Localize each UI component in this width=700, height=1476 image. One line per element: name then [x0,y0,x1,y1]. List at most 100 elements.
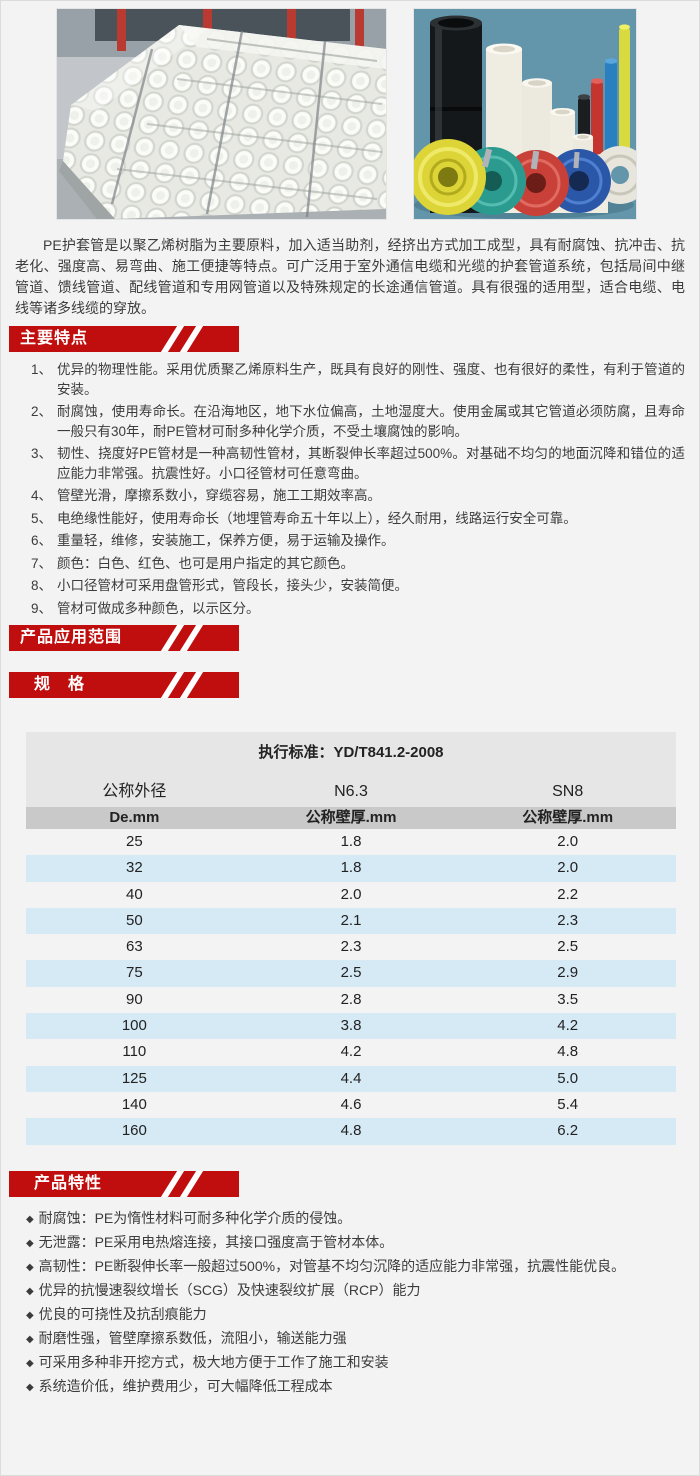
property-item: ◆ 耐磨性强，管壁摩擦系数低，流阻小，输送能力强 [26,1327,685,1351]
spec-subheader-row: De.mm 公称壁厚.mm 公称壁厚.mm [26,807,676,829]
feature-item: 6、 重量轻，维修，安装施工，保养方便，易于运输及操作。 [31,531,685,551]
spec-col-header-wall-sn8: 公称壁厚.mm [522,809,614,826]
property-item: ◆ 耐腐蚀：PE为惰性材料可耐多种化学介质的侵蚀。 [26,1207,685,1231]
spec-cell-sn8: 2.3 [557,911,579,929]
feature-item: 9、 管材可做成多种颜色，以示区分。 [31,599,685,619]
spec-table-row: 160 4.8 6.2 [26,1118,676,1145]
feature-number: 8、 [31,578,53,593]
white-pe-pipe-bundles-image [57,9,386,219]
feature-item: 5、 电绝缘性能好，使用寿命长（地埋管寿命五十年以上），经久耐用，线路运行安全可… [31,509,685,529]
feature-text: 耐腐蚀，使用寿命长。在沿海地区，地下水位偏高，土地湿度大。使用金属或其它管道必须… [57,404,685,439]
spec-table-header: 执行标准：YD/T841.2-2008 公称外径 N6.3 SN8 [26,732,676,807]
features-list: 1、 优异的物理性能。采用优质聚乙烯原料生产，既具有良好的刚性、强度、也有很好的… [31,360,685,618]
spec-cell-de: 75 [125,964,143,982]
feature-text: 优异的物理性能。采用优质聚乙烯原料生产，既具有良好的刚性、强度、也有很好的柔性，… [57,362,685,397]
feature-text: 小口径管材可采用盘管形式，管段长，接头少，安装简便。 [57,578,408,593]
spec-cell-n63: 2.5 [340,964,362,982]
feature-text: 颜色：白色、红色、也可是用户指定的其它颜色。 [57,555,354,571]
property-text: 优异的抗慢速裂纹增长（SCG）及快速裂纹扩展（RCP）能力 [38,1281,421,1298]
spec-table: 执行标准：YD/T841.2-2008 公称外径 N6.3 SN8 De.mm … [26,732,676,1145]
diamond-bullet-icon: ◆ [26,1333,34,1345]
diamond-bullet-icon: ◆ [26,1309,34,1321]
spec-col-group-sn8: SN8 [552,783,584,800]
section-title-properties: 产品特性 [34,1174,103,1192]
spec-table-row: 40 2.0 2.2 [26,882,676,908]
section-title-applications: 产品应用范围 [20,629,123,646]
feature-text: 韧性、挠度好PE管材是一种高韧性管材，其断裂伸长率超过500%。对基础不均匀的地… [57,446,685,481]
spec-cell-de: 160 [121,1122,147,1140]
property-item: ◆ 优良的可挠性及抗刮痕能力 [26,1303,685,1327]
section-title-features: 主要特点 [20,330,89,347]
feature-number: 4、 [31,488,53,503]
spec-cell-sn8: 3.5 [557,990,579,1008]
spec-cell-de: 90 [125,990,143,1008]
spec-col-header-de: De.mm [109,809,160,826]
spec-cell-sn8: 2.5 [557,938,579,956]
spec-cell-sn8: 2.9 [557,964,579,982]
diamond-bullet-icon: ◆ [26,1237,34,1249]
property-item: ◆ 可采用多种非开挖方式，极大地方便于工作了施工和安装 [26,1351,685,1375]
spec-cell-n63: 1.8 [340,833,362,850]
spec-cell-n63: 4.8 [340,1122,362,1140]
feature-item: 8、 小口径管材可采用盘管形式，管段长，接头少，安装简便。 [31,576,685,596]
spec-cell-sn8: 5.4 [557,1095,579,1113]
spec-cell-sn8: 2.0 [557,833,579,850]
spec-cell-n63: 4.2 [340,1043,362,1061]
spec-table-row: 110 4.2 4.8 [26,1039,676,1065]
spec-cell-sn8: 2.2 [557,885,579,903]
feature-number: 9、 [31,600,53,616]
spec-cell-de: 50 [125,911,143,929]
spec-table-row: 50 2.1 2.3 [26,907,676,935]
spec-table-row: 32 1.8 2.0 [26,855,676,882]
double-slash-icon [161,672,211,698]
spec-cell-de: 25 [125,833,143,850]
diamond-bullet-icon: ◆ [26,1381,34,1393]
diamond-bullet-icon: ◆ [26,1285,34,1297]
feature-item: 4、 管壁光滑，摩擦系数小，穿缆容易，施工工期效率高。 [31,486,685,506]
feature-number: 1、 [31,362,53,377]
feature-number: 2、 [31,404,53,419]
spec-standard: 执行标准：YD/T841.2-2008 [258,744,444,761]
spec-cell-n63: 1.8 [340,859,362,877]
section-banner-applications: 产品应用范围 [9,625,239,651]
spec-cell-n63: 2.8 [340,990,362,1008]
spec-cell-sn8: 5.0 [557,1069,579,1087]
product-intro-text: PE护套管是以聚乙烯树脂为主要原料，加入适当助剂，经挤出方式加工成型，具有耐腐蚀… [15,237,685,316]
section-banner-specs: 规 格 [9,672,239,698]
spec-cell-sn8: 4.8 [557,1043,579,1061]
property-text: 耐腐蚀：PE为惰性材料可耐多种化学介质的侵蚀。 [38,1209,352,1226]
spec-cell-n63: 2.0 [340,885,362,903]
spec-cell-n63: 4.6 [340,1095,362,1113]
colored-pipes-photo [414,9,636,219]
feature-text: 管材可做成多种颜色，以示区分。 [57,600,260,616]
feature-item: 1、 优异的物理性能。采用优质聚乙烯原料生产，既具有良好的刚性、强度、也有很好的… [31,360,685,399]
spec-cell-de: 100 [121,1017,147,1035]
section-title-specs: 规 格 [34,676,86,693]
feature-item: 3、 韧性、挠度好PE管材是一种高韧性管材，其断裂伸长率超过500%。对基础不均… [31,444,685,483]
spec-cell-de: 40 [125,885,143,903]
spec-table-body: 25 1.8 2.0 32 1.8 2.0 40 2.0 2.2 50 2.1 … [26,829,676,1145]
spec-table-row: 25 1.8 2.0 [26,829,676,855]
feature-item: 7、 颜色：白色、红色、也可是用户指定的其它颜色。 [31,554,685,574]
spec-cell-n63: 2.1 [340,911,362,929]
feature-number: 6、 [31,533,53,548]
spec-table-row: 75 2.5 2.9 [26,960,676,987]
spec-cell-de: 140 [121,1095,147,1113]
white-pipes-photo [57,9,386,219]
spec-col-group-od: 公称外径 [102,783,167,800]
double-slash-icon [161,326,211,352]
diamond-bullet-icon: ◆ [26,1213,34,1225]
property-text: 优良的可挠性及抗刮痕能力 [38,1305,207,1322]
spec-cell-de: 63 [125,938,143,956]
property-text: 系统造价低，维护费用少，可大幅降低工程成本 [38,1377,333,1394]
double-slash-icon [161,1171,211,1197]
property-item: ◆ 高韧性：PE断裂伸长率一般超过500%，对管基不均匀沉降的适应能力非常强，抗… [26,1255,685,1279]
property-text: 高韧性：PE断裂伸长率一般超过500%，对管基不均匀沉降的适应能力非常强，抗震性… [38,1257,626,1274]
feature-number: 3、 [31,446,53,461]
property-text: 可采用多种非开挖方式，极大地方便于工作了施工和安装 [38,1353,389,1370]
product-photos [1,1,699,219]
property-item: ◆ 无泄露：PE采用电热熔连接，其接口强度高于管材本体。 [26,1231,685,1255]
double-slash-icon [161,625,211,651]
feature-text: 电绝缘性能好，使用寿命长（地埋管寿命五十年以上），经久耐用，线路运行安全可靠。 [57,510,577,526]
